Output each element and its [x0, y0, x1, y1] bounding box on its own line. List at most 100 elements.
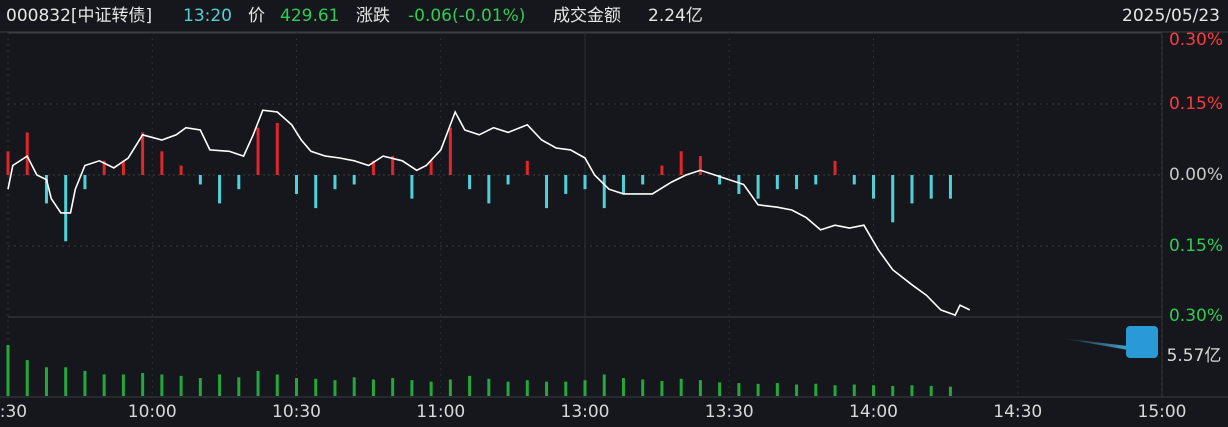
bar [141, 373, 145, 396]
bar [872, 385, 875, 396]
x-tick-label: 13:30 [705, 402, 754, 422]
bar [121, 160, 125, 175]
bar [25, 132, 29, 175]
price-label: 价 [248, 6, 265, 26]
bar [468, 375, 472, 396]
bar [410, 380, 414, 396]
bar [487, 175, 491, 204]
bar [429, 381, 433, 396]
bar [929, 175, 933, 199]
bar [371, 379, 375, 396]
bar [795, 384, 799, 396]
bar [852, 384, 856, 396]
y-tick-label: 0.00% [1169, 165, 1223, 185]
bar [333, 175, 337, 190]
price: 429.61 [280, 6, 340, 26]
bar [410, 175, 414, 199]
bar [506, 175, 510, 185]
bar [872, 175, 875, 199]
x-tick-label: 14:30 [993, 402, 1042, 422]
bar [814, 383, 818, 396]
bar [506, 381, 510, 396]
bar [641, 175, 645, 185]
x-tick-label: 10:30 [272, 402, 321, 422]
bar [756, 175, 760, 199]
bar [756, 383, 760, 396]
bar [256, 127, 260, 175]
x-tick-label: 15:00 [1138, 402, 1187, 422]
bar [102, 160, 106, 175]
bar [429, 160, 433, 175]
y-tick-label: 0.30% [1169, 306, 1223, 326]
bar [160, 374, 164, 396]
bar [621, 175, 625, 194]
decoration [1060, 338, 1128, 350]
bar [6, 345, 10, 396]
bar [256, 370, 260, 396]
bar [852, 175, 856, 185]
y-tick-label: 5.57亿 [1167, 346, 1222, 366]
change: -0.06(-0.01%) [408, 6, 526, 26]
bar [718, 175, 722, 185]
bar [218, 175, 222, 204]
x-tick-label: 13:00 [561, 402, 610, 422]
bar [602, 374, 606, 396]
bar [621, 378, 625, 396]
bar [525, 380, 529, 396]
bar [929, 385, 933, 396]
bar [391, 378, 395, 396]
bar [948, 386, 952, 396]
x-tick-label: 9:30 [0, 402, 27, 422]
bar [198, 378, 202, 396]
bar [198, 175, 202, 185]
bar [64, 367, 68, 396]
bar [718, 382, 722, 396]
bar [64, 175, 68, 242]
x-tick-label: 14:00 [849, 402, 898, 422]
bar [814, 175, 818, 185]
bar [448, 379, 452, 396]
bar [948, 175, 952, 199]
bar [179, 165, 183, 175]
bar [833, 160, 837, 175]
bar [891, 175, 895, 223]
bar [25, 360, 29, 396]
bar [352, 175, 356, 185]
bar [564, 381, 568, 396]
bar [218, 374, 222, 396]
bar [275, 122, 279, 175]
bar [179, 375, 183, 396]
y-tick-label: 0.15% [1169, 236, 1223, 256]
bar [295, 175, 298, 194]
bar [698, 380, 702, 396]
y-tick-label: 0.30% [1169, 30, 1223, 50]
bar [583, 380, 587, 396]
bar [775, 175, 779, 190]
y-tick-label: 0.15% [1169, 94, 1223, 114]
bar [44, 175, 48, 204]
bar [583, 175, 587, 190]
bar [314, 175, 318, 209]
bar [910, 385, 914, 396]
bar [352, 377, 356, 396]
bar [44, 367, 48, 396]
bar [679, 378, 683, 396]
amount: 2.24亿 [648, 6, 703, 26]
bar [237, 377, 241, 396]
time: 13:20 [183, 6, 232, 26]
bar [641, 379, 645, 396]
bar [833, 385, 837, 396]
header: 000832[中证转债] 13:20 价 429.61 涨跌 -0.06(-0.… [0, 0, 1228, 32]
bar [545, 381, 549, 396]
bar [160, 151, 164, 175]
bar [121, 374, 125, 396]
bar [545, 175, 549, 209]
bar [275, 374, 279, 396]
icon [1126, 326, 1158, 358]
bar [314, 378, 318, 396]
bar [891, 385, 895, 396]
code: 000832[中证转债] [6, 6, 153, 26]
date: 2025/05/23 [1122, 6, 1220, 26]
bar [775, 383, 779, 396]
